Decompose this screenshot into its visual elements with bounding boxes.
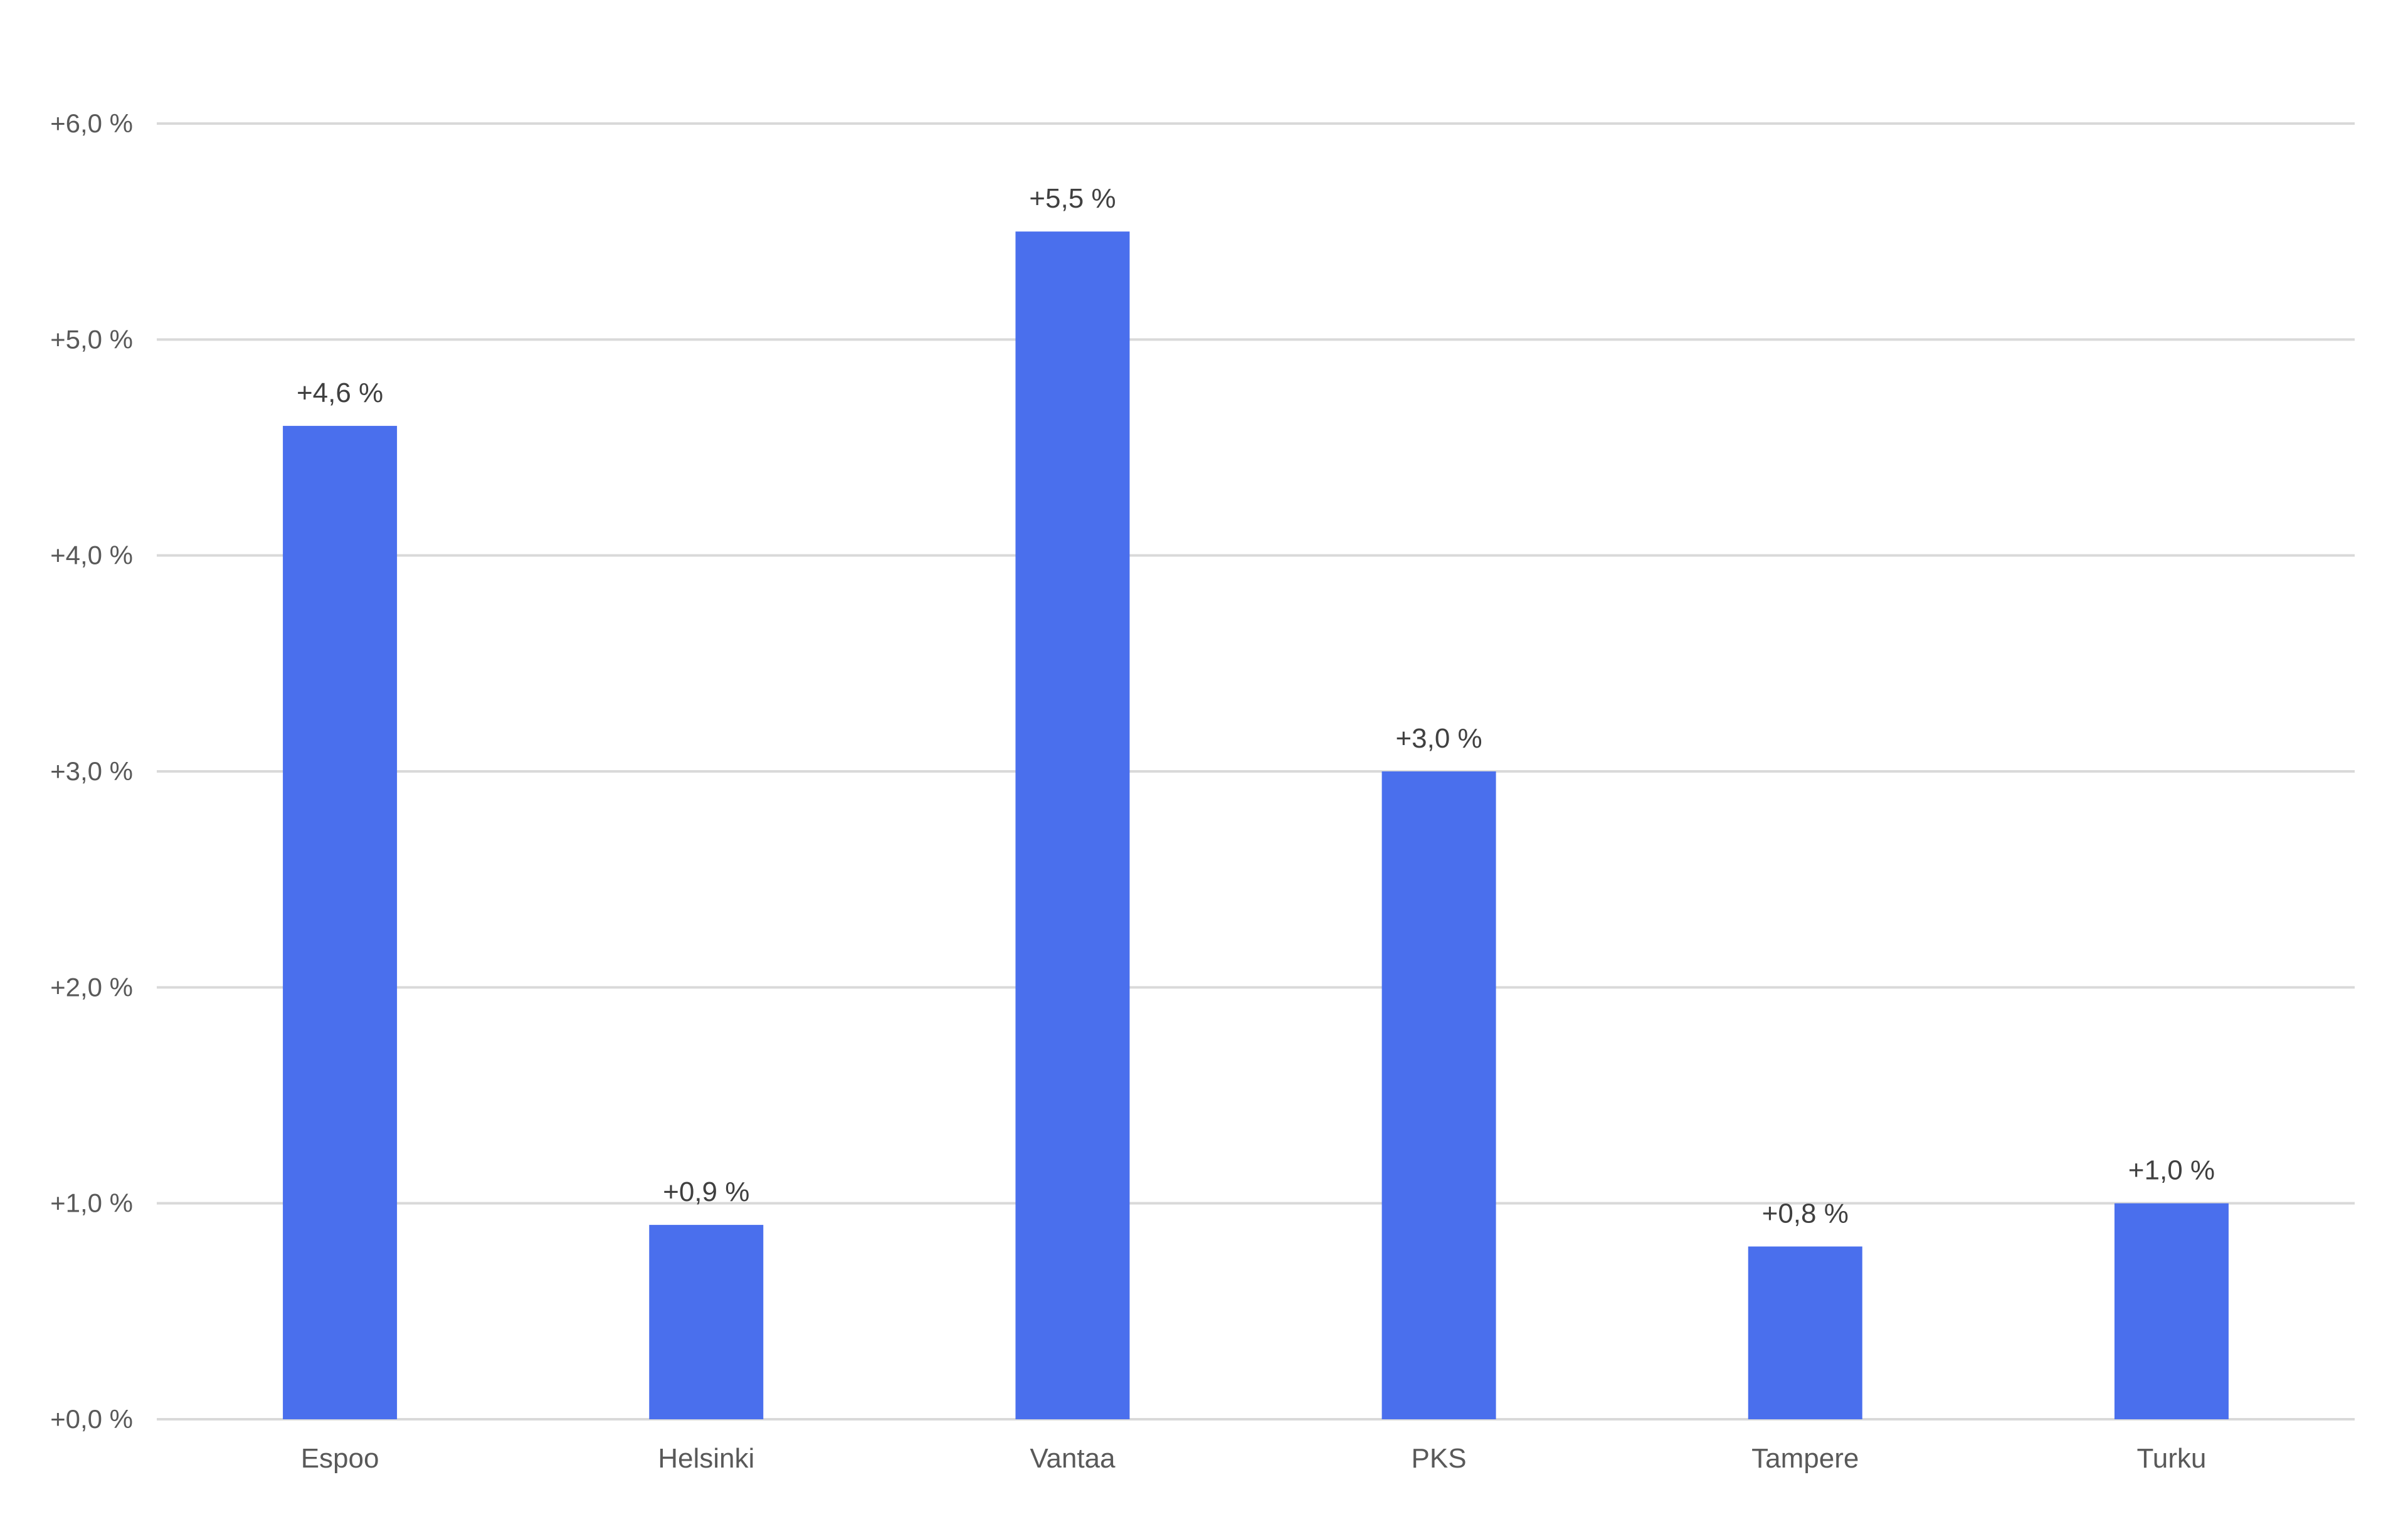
x-category-label: Tampere [1751,1443,1859,1474]
data-label: +3,0 % [1395,723,1482,754]
x-category-label: PKS [1412,1443,1467,1474]
bars [283,231,2229,1420]
x-axis-category-labels: Espoo Helsinki Vantaa PKS Tampere Turku [301,1443,2207,1474]
bar [649,1225,764,1419]
y-tick-label: +2,0 % [50,972,133,1002]
y-tick-label: +1,0 % [50,1188,133,1218]
data-label: +5,5 % [1029,183,1116,214]
y-axis-tick-labels: +0,0 % +1,0 % +2,0 % +3,0 % +4,0 % +5,0 % +6,0… [50,108,133,1434]
bar [2114,1203,2229,1419]
x-category-label: Helsinki [658,1443,754,1474]
data-label: +1,0 % [2128,1155,2215,1186]
data-label: +4,6 % [297,378,383,408]
data-label: +0,9 % [663,1177,749,1207]
y-tick-label: +0,0 % [50,1404,133,1434]
bar [1015,231,1130,1420]
x-category-label: Turku [2136,1443,2206,1474]
gridlines [157,122,2355,1421]
x-category-label: Vantaa [1030,1443,1116,1474]
y-tick-label: +5,0 % [50,324,133,354]
data-label: +0,8 % [1762,1198,1849,1229]
y-tick-label: +6,0 % [50,108,133,138]
x-category-label: Espoo [301,1443,379,1474]
bar [1381,771,1496,1419]
bar [283,426,398,1419]
data-labels: +4,6 % +0,9 % +5,5 % +3,0 % +0,8 % +1,0 % [297,183,2215,1229]
bar [1748,1246,1862,1419]
y-tick-label: +4,0 % [50,541,133,570]
y-tick-label: +3,0 % [50,756,133,786]
